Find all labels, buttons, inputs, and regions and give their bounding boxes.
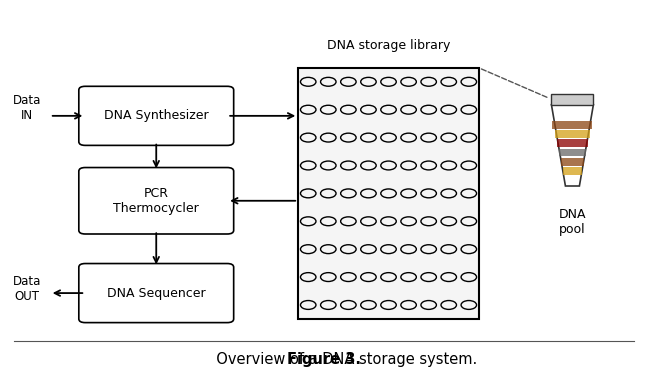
FancyBboxPatch shape (79, 263, 234, 323)
Bar (555, 130, 590, 138)
Text: Figure 3.: Figure 3. (287, 352, 361, 367)
Bar (551, 94, 594, 105)
Bar (298, 68, 479, 319)
Text: Data
IN: Data IN (13, 94, 41, 122)
Text: DNA
pool: DNA pool (559, 208, 586, 236)
Bar (559, 149, 586, 157)
Text: Overview of a DNA storage system.: Overview of a DNA storage system. (170, 352, 478, 367)
Polygon shape (551, 105, 594, 186)
Text: Data
OUT: Data OUT (13, 275, 41, 304)
Bar (557, 140, 588, 147)
Text: DNA Synthesizer: DNA Synthesizer (104, 109, 209, 122)
FancyBboxPatch shape (79, 86, 234, 145)
Text: DNA storage library: DNA storage library (327, 39, 450, 52)
Bar (561, 158, 584, 166)
FancyBboxPatch shape (79, 167, 234, 234)
Text: DNA Sequencer: DNA Sequencer (107, 286, 205, 299)
Bar (563, 167, 582, 175)
Bar (553, 121, 592, 129)
Text: PCR
Thermocycler: PCR Thermocycler (113, 187, 199, 215)
